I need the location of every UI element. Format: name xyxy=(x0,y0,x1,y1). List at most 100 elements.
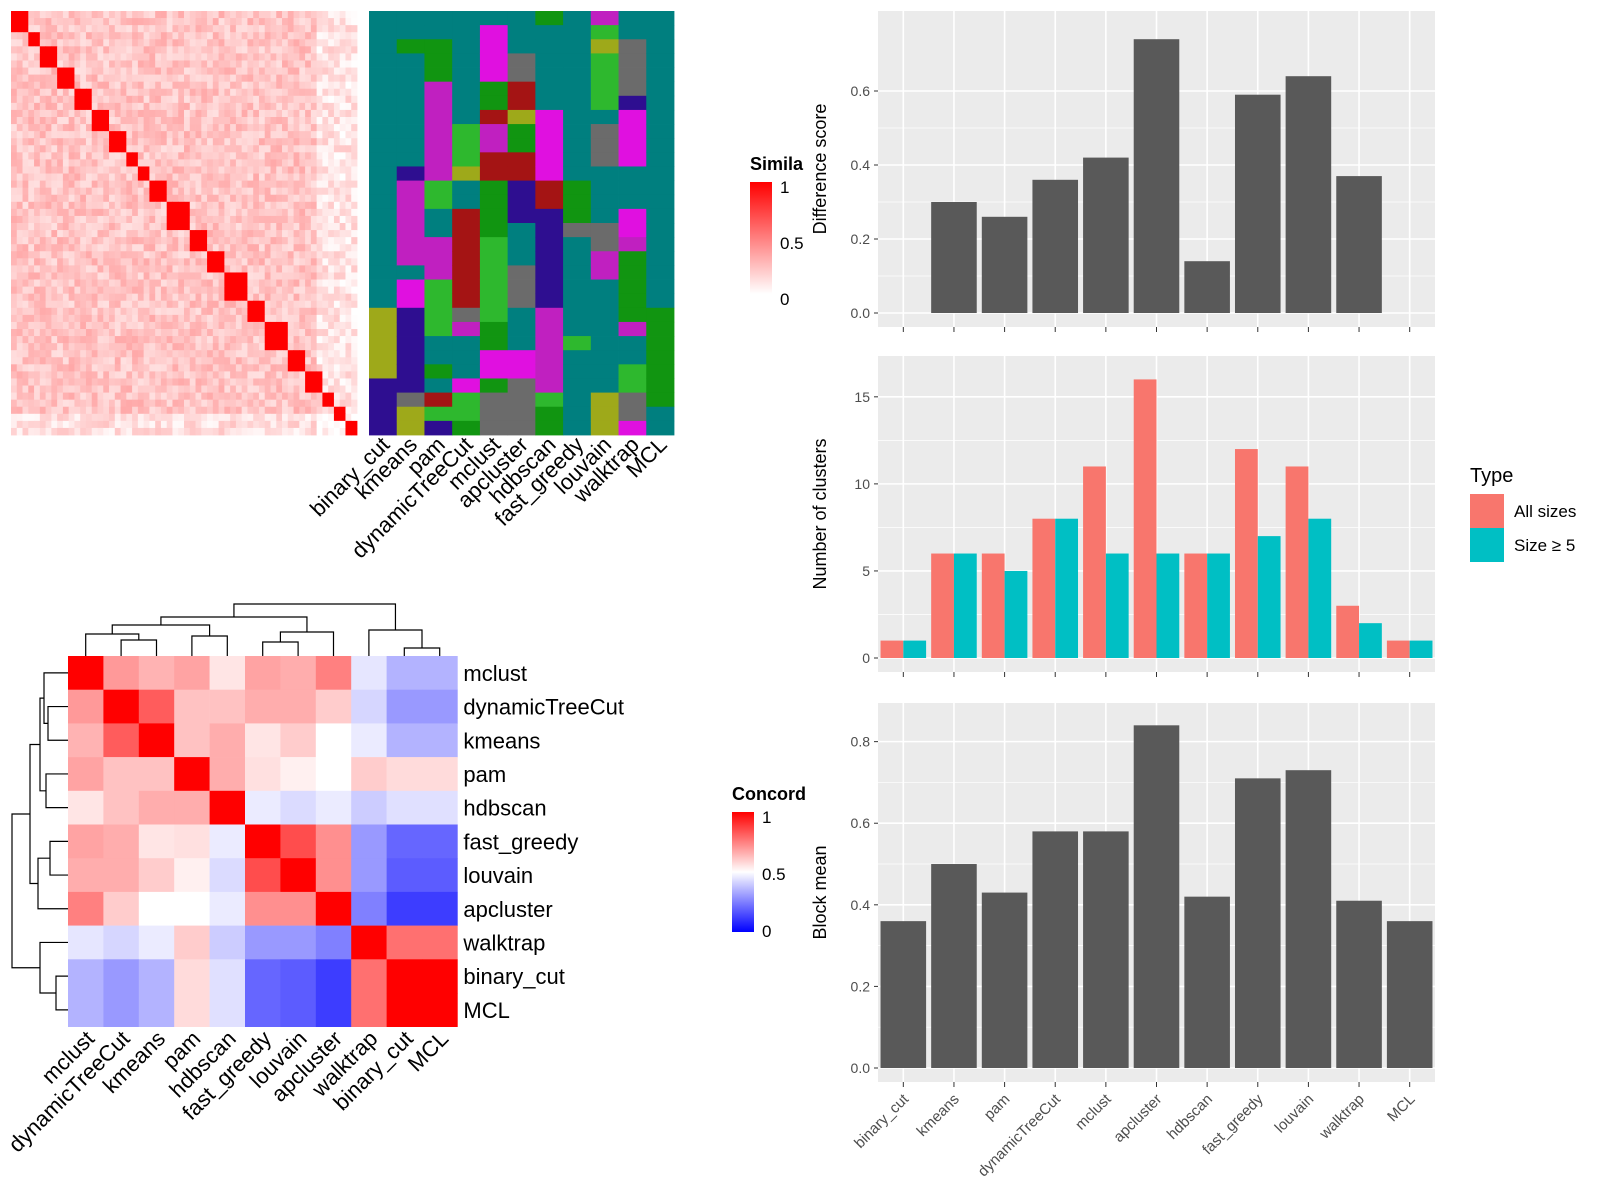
bar xyxy=(1133,39,1180,313)
similarity-cell xyxy=(34,265,41,273)
similarity-cell xyxy=(339,166,346,174)
similarity-cell xyxy=(270,81,277,90)
similarity-cell xyxy=(258,215,266,224)
similarity-cell xyxy=(137,244,145,252)
similarity-cell xyxy=(351,406,358,415)
similarity-cell xyxy=(247,357,254,365)
membership-cell xyxy=(396,392,425,408)
similarity-cell xyxy=(276,321,283,330)
similarity-cell xyxy=(62,265,70,273)
similarity-cell xyxy=(39,131,46,139)
similarity-cell xyxy=(299,187,306,196)
similarity-cell xyxy=(34,307,41,316)
concordance-cell xyxy=(68,689,104,724)
similarity-cell xyxy=(235,166,243,174)
similarity-cell xyxy=(270,109,277,118)
membership-cell xyxy=(535,166,564,181)
similarity-cell xyxy=(97,350,104,358)
similarity-cell xyxy=(120,124,127,132)
similarity-cell xyxy=(149,74,156,83)
membership-cell xyxy=(535,293,564,309)
similarity-cell xyxy=(155,251,162,259)
similarity-cell xyxy=(178,46,185,54)
similarity-cell xyxy=(189,230,196,238)
similarity-cell xyxy=(120,95,127,104)
similarity-cell xyxy=(264,166,271,174)
similarity-cell xyxy=(253,343,260,351)
similarity-cell xyxy=(333,32,341,40)
similarity-cell xyxy=(166,32,173,40)
similarity-cell xyxy=(282,74,289,83)
similarity-cell xyxy=(230,223,237,231)
similarity-cell xyxy=(80,152,87,160)
similarity-cell xyxy=(143,215,150,224)
similarity-cell xyxy=(282,109,289,118)
similarity-cell xyxy=(160,102,168,111)
similarity-cell xyxy=(103,427,110,436)
x-tick-label: kmeans xyxy=(914,1091,963,1140)
similarity-cell xyxy=(293,138,300,146)
similarity-cell xyxy=(212,286,219,295)
membership-cell xyxy=(590,138,619,153)
similarity-cell xyxy=(207,420,214,429)
similarity-cell xyxy=(333,279,341,287)
similarity-cell xyxy=(22,244,29,252)
similarity-cell xyxy=(333,343,341,351)
similarity-cell xyxy=(172,378,179,386)
similarity-cell xyxy=(45,251,52,259)
similarity-cell xyxy=(184,329,191,337)
similarity-cell xyxy=(126,131,133,139)
membership-cell xyxy=(618,152,647,167)
similarity-cell xyxy=(201,53,208,61)
similarity-cell xyxy=(310,244,318,252)
similarity-cell xyxy=(253,300,260,309)
membership-cell xyxy=(646,208,675,224)
similarity-cell xyxy=(160,223,168,231)
similarity-cell xyxy=(305,230,312,238)
similarity-cell xyxy=(264,385,271,393)
similarity-cell xyxy=(212,102,219,111)
similarity-cell xyxy=(224,88,231,97)
similarity-cell xyxy=(68,152,75,160)
type-legend-swatch-all xyxy=(1470,494,1504,528)
similarity-cell xyxy=(28,173,35,181)
similarity-cell xyxy=(126,314,133,323)
similarity-cell xyxy=(299,117,306,125)
membership-cell xyxy=(646,124,675,139)
similarity-cell xyxy=(74,329,81,337)
similarity-cell xyxy=(16,314,23,323)
similarity-cell xyxy=(235,187,243,196)
similarity-cell xyxy=(39,237,46,245)
membership-cell xyxy=(369,378,398,393)
similarity-cell xyxy=(155,272,162,280)
similarity-cell xyxy=(149,131,156,139)
similarity-cell xyxy=(316,321,323,330)
similarity-cell xyxy=(328,343,335,351)
similarity-cell xyxy=(282,201,289,210)
similarity-cell xyxy=(166,392,173,401)
similarity-cell xyxy=(264,81,271,90)
similarity-cell xyxy=(62,159,70,167)
similarity-cell xyxy=(339,406,346,415)
similarity-cell xyxy=(68,300,75,309)
membership-cell xyxy=(563,208,592,224)
similarity-cell xyxy=(178,364,185,372)
similarity-cell xyxy=(287,307,294,316)
similarity-cell xyxy=(322,166,329,174)
similarity-cell xyxy=(34,329,41,337)
similarity-cell xyxy=(189,215,196,224)
similarity-cell xyxy=(247,279,254,287)
similarity-cell xyxy=(74,237,81,245)
similarity-cell xyxy=(299,286,306,295)
similarity-cell xyxy=(299,124,306,132)
membership-cell xyxy=(452,237,481,252)
similarity-cell xyxy=(328,286,335,295)
membership-cell xyxy=(646,265,675,280)
similarity-cell xyxy=(189,95,196,104)
similarity-cell xyxy=(207,117,214,125)
similarity-cell xyxy=(270,39,277,47)
membership-cell xyxy=(479,109,509,125)
concordance-cell xyxy=(315,790,352,825)
similarity-cell xyxy=(241,329,248,337)
similarity-cell xyxy=(109,350,116,358)
